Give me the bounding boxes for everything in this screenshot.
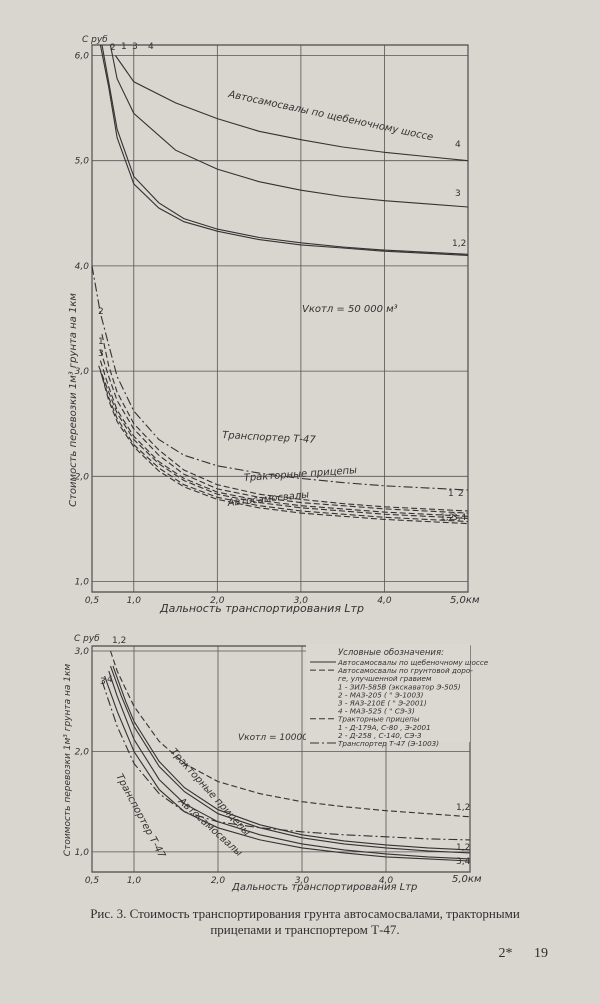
end-label-34: 3,4	[456, 857, 471, 867]
label-t47: Транспортер Т-47	[113, 772, 167, 860]
x-tick-label: 0,5	[85, 596, 100, 606]
series-line-tr2	[101, 334, 469, 512]
label-trailers: Тракторные прицепы	[243, 465, 357, 484]
series-line-d3	[99, 370, 469, 523]
y-tick-label: 4,0	[75, 262, 90, 272]
legend-entry: 3 - ЯАЗ-210Е ( " Э-2001)	[338, 699, 427, 708]
x-tick-label: 3,0	[294, 596, 309, 606]
x-tick-label: 2,0	[210, 596, 225, 606]
y-unit-label: С руб	[82, 35, 108, 45]
legend-entry: ге, улучшенной гравием	[338, 674, 432, 683]
x-tick-label: 3,0	[295, 876, 310, 886]
legend-entry: 1 - Д-179А, С-80 , Э-2001	[338, 723, 431, 732]
y-tick-label: 6,0	[75, 52, 90, 62]
lower-end-12: 1,2	[440, 513, 454, 523]
series-line-a4	[114, 55, 469, 162]
end-label-3: 3	[455, 189, 461, 199]
legend-entry: Автосамосвалы по грунтовой доро-	[337, 666, 473, 675]
volume-annotation: Vкотл = 1000000 м³	[238, 733, 333, 743]
start-num-12: 1,2	[112, 636, 126, 646]
legend-entry: 2 - МАЗ-205 ( " Э-1003)	[338, 690, 424, 699]
label-t47: Транспортер Т-47	[222, 430, 317, 446]
volume-annotation: Vкотл = 50 000 м³	[302, 304, 398, 315]
top-num-4: 4	[148, 42, 154, 52]
lower-start-3: 3	[98, 349, 104, 359]
x-unit-label: 5,0км	[450, 595, 480, 606]
label-curve-top: Автосамосвалы по щебеночному шоссе	[226, 88, 434, 143]
y-tick-label: 5,0	[75, 157, 90, 167]
legend-entry: 2 - Д-258 , С-140, СЭ-3	[338, 731, 422, 740]
legend-entry: Автосамосвалы по щебеночному шоссе	[337, 658, 489, 667]
legend-entry: Тракторные прицепы	[338, 715, 420, 724]
start-num-3: 3	[100, 677, 106, 687]
top-num-2: 2	[110, 43, 116, 53]
page-number: 2* 19	[481, 946, 549, 962]
lower-end-34: 3,4	[452, 513, 467, 523]
y-tick-label: 1,0	[75, 577, 90, 587]
legend-entry: 1 - ЗИЛ-585В (экскаватор Э-505)	[338, 682, 461, 691]
series-line-t47	[91, 265, 469, 491]
top-num-1: 1	[121, 42, 127, 52]
x-tick-label: 2,0	[211, 876, 226, 886]
series-line-s2	[112, 665, 471, 851]
series-line-a2	[99, 44, 469, 256]
chart-top: 1,0 2,0 3,0 4,0 5,0 6,0 0,5 1,0 2,0 3,0 4,0 Стоимо…	[68, 35, 480, 615]
series-line-s3	[104, 675, 471, 862]
end-label-12: 1,2	[452, 239, 466, 249]
series-line-s1	[109, 665, 471, 854]
lower-start-2: 2	[98, 307, 104, 317]
legend-entry: Транспортер Т-47 (Э-1003)	[338, 739, 439, 748]
y-tick-label: 2,0	[75, 747, 90, 757]
y-unit-label: С руб	[74, 634, 100, 644]
series-line-d2	[99, 360, 469, 517]
x-tick-label: 1,0	[127, 876, 142, 886]
x-axis-label: Дальность транспортирования Lтр	[231, 882, 417, 893]
end-label-12a: 1,2	[456, 803, 470, 813]
page-number-value: 19	[534, 946, 548, 961]
chart-bottom: 1,0 2,0 3,0 0,5 1,0 2,0 3,0 4,0 Стоимость перев…	[63, 634, 489, 893]
x-tick-label: 1,0	[127, 596, 142, 606]
signature-mark: 2*	[498, 946, 513, 961]
x-unit-label: 5,0км	[452, 874, 482, 885]
series-line-tr12	[109, 650, 471, 818]
label-dump: Автосамосвалы	[226, 489, 310, 509]
series-line-d4	[101, 376, 469, 525]
series-line-s4	[108, 670, 471, 860]
y-axis-label: Стоимость перевозки 1м³ грунта на 1км	[68, 293, 79, 507]
lower-end-1: 1	[448, 489, 454, 499]
series-line-a1	[101, 44, 469, 255]
y-tick-label: 3,0	[75, 367, 90, 377]
figure-caption: Рис. 3. Стоимость транспортирования грун…	[90, 906, 520, 937]
x-tick-label: 4,0	[379, 876, 394, 886]
end-label-4: 4	[455, 140, 461, 150]
series-line-tr1	[99, 349, 469, 514]
series-line-a3	[109, 44, 469, 208]
legend: Условные обозначения: Автосамосвалы по щ…	[306, 644, 489, 748]
start-num-4: 4	[107, 675, 113, 685]
y-tick-label: 2,0	[75, 472, 90, 482]
top-num-3: 3	[132, 42, 138, 52]
lower-end-2: 2	[458, 489, 464, 499]
legend-title: Условные обозначения:	[338, 648, 444, 658]
series-line-d1	[98, 365, 469, 519]
x-tick-label: 4,0	[377, 596, 392, 606]
end-label-12b: 1,2	[456, 843, 470, 853]
y-axis-label: Стоимость перевозки 1м³ грунта на 1км	[63, 664, 73, 857]
legend-entry: 4 - МАЗ-525 ( " СЭ-3)	[338, 707, 415, 716]
lower-start-1: 1	[98, 337, 104, 347]
y-tick-label: 1,0	[75, 848, 90, 858]
y-tick-label: 3,0	[75, 647, 90, 657]
x-axis-label: Дальность транспортирования Lтр	[159, 602, 364, 615]
x-tick-label: 0,5	[85, 876, 100, 886]
series-line-t47	[101, 681, 471, 841]
